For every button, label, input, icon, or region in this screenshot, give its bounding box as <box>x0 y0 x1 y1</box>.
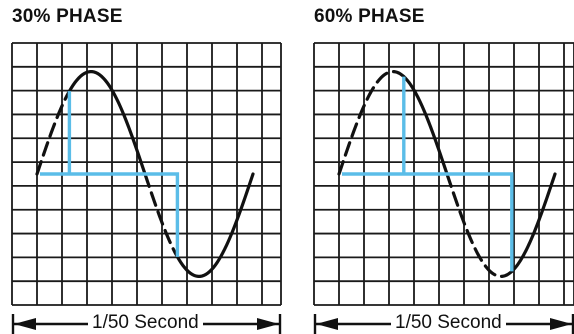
sine-wave-on-segment <box>402 74 449 176</box>
arrow-right-icon <box>550 318 572 330</box>
arrow-right-icon <box>257 318 279 330</box>
arrow-left-icon <box>316 318 338 330</box>
sine-wave-off-segment <box>337 69 406 176</box>
duration-caption-30: 1/50 Second <box>88 312 203 334</box>
sine-wave-on-segment <box>67 70 147 176</box>
panel-title-30: 30% PHASE <box>12 6 123 27</box>
trigger-signal <box>342 76 514 272</box>
arrow-left-icon <box>14 318 36 330</box>
sine-wave-off-segment <box>445 172 514 279</box>
sine-wave-off-segment <box>143 172 179 259</box>
sine-wave-on-segment <box>510 172 557 274</box>
sine-wave-off-segment <box>35 89 71 176</box>
panel-title-60: 60% PHASE <box>314 6 425 27</box>
trigger-signal <box>40 91 180 257</box>
sine-wave-on-segment <box>175 172 255 278</box>
duration-caption-60: 1/50 Second <box>391 312 506 334</box>
